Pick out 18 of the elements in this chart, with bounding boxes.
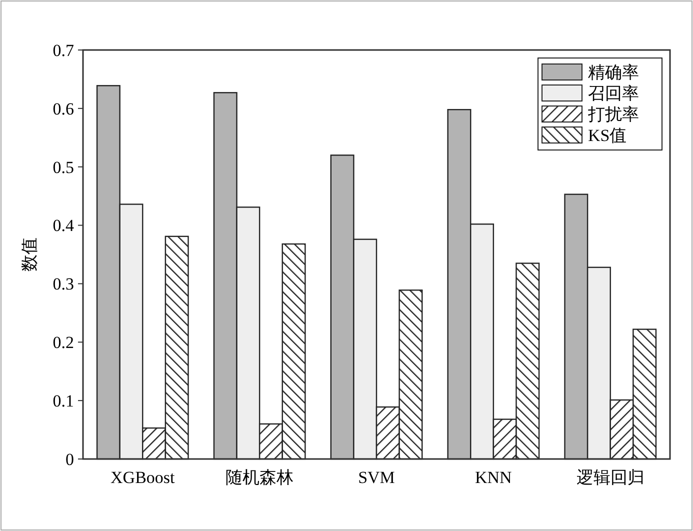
legend-label: 打扰率 — [587, 104, 639, 124]
y-tick-label: 0.3 — [52, 274, 74, 294]
x-tick-label: XGBoost — [110, 468, 176, 487]
y-tick-label: 0 — [66, 450, 74, 469]
y-axis-title: 数值 — [20, 238, 39, 272]
legend-label: KS值 — [588, 126, 627, 145]
y-tick-label: 0.5 — [52, 158, 74, 177]
y-tick-label: 0.4 — [52, 216, 74, 236]
y-tick-label: 0.1 — [52, 392, 74, 411]
y-tick-label: 0.2 — [52, 333, 74, 352]
y-tick-label: 0.7 — [52, 40, 74, 60]
legend-label: 精确率 — [588, 62, 639, 82]
x-tick-label: 随机森林 — [226, 468, 294, 487]
x-tick-label: 逻辑回归 — [576, 468, 644, 487]
x-tick-label: KNN — [475, 468, 512, 487]
legend-label: 召回率 — [588, 84, 639, 103]
y-tick-label: 0.6 — [52, 99, 74, 118]
x-tick-label: SVM — [358, 468, 395, 487]
